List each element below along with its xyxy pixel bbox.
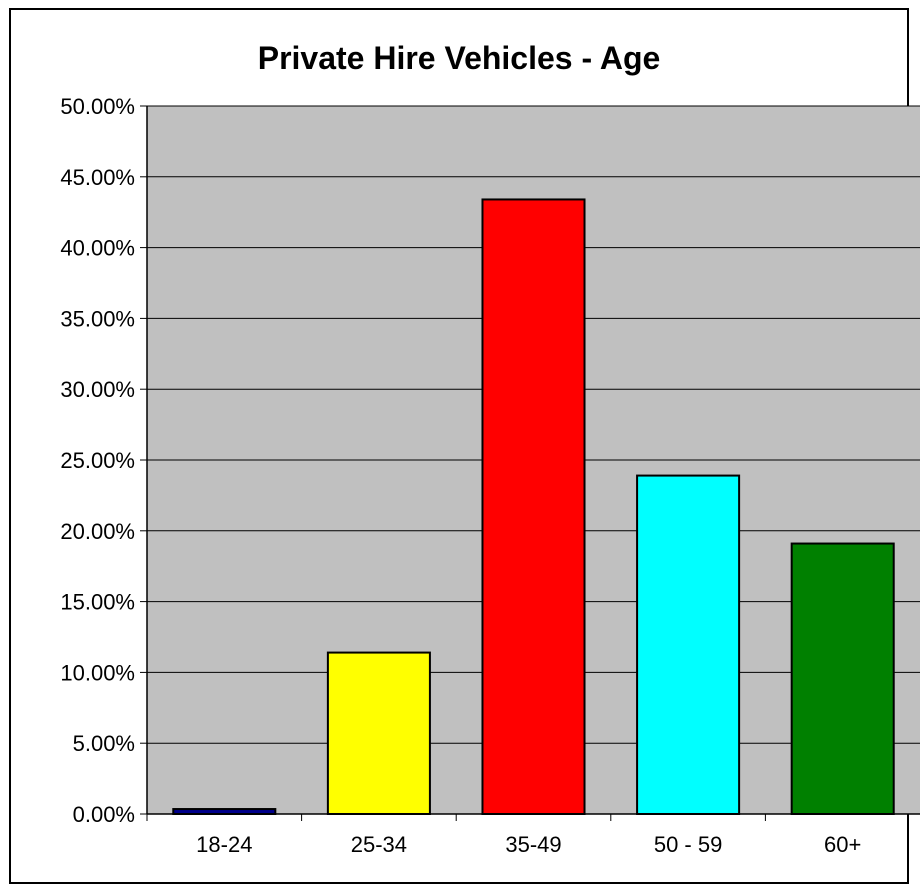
tick-labels: 0.00% 5.00% 10.00% 15.00% 20.00% 25.00% 30.00%… bbox=[60, 94, 861, 857]
y-tick-label: 20.00% bbox=[60, 519, 135, 544]
y-tick-label: 15.00% bbox=[60, 590, 135, 615]
y-tick-label: 35.00% bbox=[60, 306, 135, 331]
x-tick-label: 35-49 bbox=[505, 832, 561, 857]
y-tick-label: 30.00% bbox=[60, 377, 135, 402]
y-tick-label: 25.00% bbox=[60, 448, 135, 473]
chart-title: Private Hire Vehicles - Age bbox=[257, 40, 661, 76]
bars bbox=[172, 198, 895, 816]
y-tick-label: 45.00% bbox=[60, 165, 135, 190]
bar-50-59 bbox=[636, 474, 741, 815]
y-tick-label: 0.00% bbox=[73, 802, 135, 827]
axes bbox=[140, 105, 920, 821]
y-tick-label: 50.00% bbox=[60, 94, 135, 119]
x-tick-label: 25-34 bbox=[351, 832, 407, 857]
x-tick-label: 18-24 bbox=[196, 832, 252, 857]
x-tick-label: 50 - 59 bbox=[654, 832, 723, 857]
y-tick-label: 40.00% bbox=[60, 236, 135, 261]
bar-35-49 bbox=[481, 198, 586, 815]
y-tick-label: 10.00% bbox=[60, 660, 135, 685]
x-tick-label: 60+ bbox=[824, 832, 861, 857]
bar-60+ bbox=[790, 542, 895, 815]
y-tick-label: 5.00% bbox=[73, 731, 135, 756]
bar-25-34 bbox=[326, 651, 431, 815]
